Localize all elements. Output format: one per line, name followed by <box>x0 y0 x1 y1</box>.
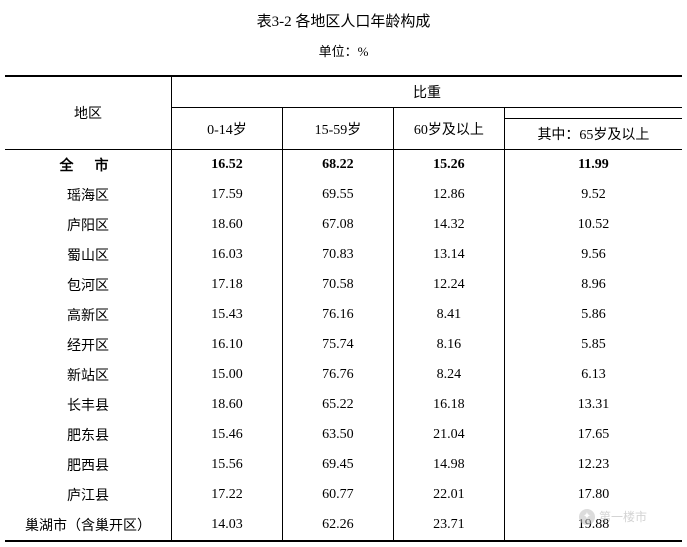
cell-region: 长丰县 <box>5 390 171 420</box>
cell-value: 76.16 <box>282 300 393 330</box>
header-age-15-59: 15-59岁 <box>282 108 393 150</box>
table-row: 新站区15.0076.768.246.13 <box>5 360 682 390</box>
cell-value: 8.16 <box>393 330 504 360</box>
wechat-icon: ✦ <box>579 509 595 525</box>
table-row: 长丰县18.6065.2216.1813.31 <box>5 390 682 420</box>
cell-value: 65.22 <box>282 390 393 420</box>
cell-value: 12.86 <box>393 180 504 210</box>
cell-value: 8.24 <box>393 360 504 390</box>
cell-value: 10.52 <box>504 210 682 240</box>
cell-value: 16.10 <box>171 330 282 360</box>
cell-value: 15.46 <box>171 420 282 450</box>
cell-value: 6.13 <box>504 360 682 390</box>
cell-value: 12.24 <box>393 270 504 300</box>
cell-region: 肥东县 <box>5 420 171 450</box>
header-region: 地区 <box>5 76 171 150</box>
header-age-0-14: 0-14岁 <box>171 108 282 150</box>
cell-value: 17.59 <box>171 180 282 210</box>
cell-value: 63.50 <box>282 420 393 450</box>
cell-value: 22.01 <box>393 480 504 510</box>
cell-value: 14.32 <box>393 210 504 240</box>
table-row: 肥东县15.4663.5021.0417.65 <box>5 420 682 450</box>
table-row: 蜀山区16.0370.8313.149.56 <box>5 240 682 270</box>
cell-region: 蜀山区 <box>5 240 171 270</box>
cell-value: 17.65 <box>504 420 682 450</box>
cell-value: 23.71 <box>393 510 504 541</box>
cell-value: 9.56 <box>504 240 682 270</box>
table-header: 地区 比重 0-14岁 15-59岁 60岁及以上 其中：65岁及以上 <box>5 76 682 150</box>
cell-value: 11.99 <box>504 150 682 181</box>
cell-value: 75.74 <box>282 330 393 360</box>
cell-value: 62.26 <box>282 510 393 541</box>
cell-value: 17.80 <box>504 480 682 510</box>
cell-value: 13.31 <box>504 390 682 420</box>
table-title: 表3-2 各地区人口年龄构成 <box>5 10 682 31</box>
cell-value: 17.22 <box>171 480 282 510</box>
cell-region: 包河区 <box>5 270 171 300</box>
cell-value: 69.55 <box>282 180 393 210</box>
table-row: 瑶海区17.5969.5512.869.52 <box>5 180 682 210</box>
cell-value: 18.60 <box>171 390 282 420</box>
cell-region: 瑶海区 <box>5 180 171 210</box>
cell-region: 巢湖市（含巢开区） <box>5 510 171 541</box>
cell-value: 60.77 <box>282 480 393 510</box>
header-proportion: 比重 <box>171 76 682 108</box>
cell-region: 高新区 <box>5 300 171 330</box>
table-row: 经开区16.1075.748.165.85 <box>5 330 682 360</box>
cell-value: 12.23 <box>504 450 682 480</box>
watermark: ✦ 第一楼市 <box>579 508 647 525</box>
cell-value: 76.76 <box>282 360 393 390</box>
cell-region: 新站区 <box>5 360 171 390</box>
table-row: 庐阳区18.6067.0814.3210.52 <box>5 210 682 240</box>
cell-region: 肥西县 <box>5 450 171 480</box>
cell-value: 5.86 <box>504 300 682 330</box>
cell-value: 67.08 <box>282 210 393 240</box>
cell-region: 庐江县 <box>5 480 171 510</box>
header-age-60-plus: 60岁及以上 <box>393 108 504 150</box>
table-row: 庐江县17.2260.7722.0117.80 <box>5 480 682 510</box>
cell-value: 18.60 <box>171 210 282 240</box>
cell-value: 70.58 <box>282 270 393 300</box>
document-container: 表3-2 各地区人口年龄构成 单位：% 地区 比重 0-14岁 15-59岁 6… <box>5 10 682 542</box>
cell-region: 全市 <box>5 150 171 181</box>
cell-value: 21.04 <box>393 420 504 450</box>
cell-value: 15.26 <box>393 150 504 181</box>
unit-label: 单位：% <box>5 41 682 60</box>
cell-value: 15.00 <box>171 360 282 390</box>
table-body: 全市 16.52 68.22 15.26 11.99 瑶海区17.5969.55… <box>5 150 682 542</box>
table-row-total: 全市 16.52 68.22 15.26 11.99 <box>5 150 682 181</box>
cell-value: 8.41 <box>393 300 504 330</box>
cell-value: 68.22 <box>282 150 393 181</box>
cell-value: 15.43 <box>171 300 282 330</box>
cell-value: 8.96 <box>504 270 682 300</box>
cell-value: 14.98 <box>393 450 504 480</box>
cell-value: 14.03 <box>171 510 282 541</box>
cell-value: 13.14 <box>393 240 504 270</box>
age-composition-table: 地区 比重 0-14岁 15-59岁 60岁及以上 其中：65岁及以上 全市 1… <box>5 75 682 542</box>
watermark-text: 第一楼市 <box>599 508 647 525</box>
cell-region: 经开区 <box>5 330 171 360</box>
cell-region: 庐阳区 <box>5 210 171 240</box>
cell-value: 17.18 <box>171 270 282 300</box>
header-blank <box>504 108 682 119</box>
cell-value: 70.83 <box>282 240 393 270</box>
table-row: 包河区17.1870.5812.248.96 <box>5 270 682 300</box>
cell-value: 16.18 <box>393 390 504 420</box>
cell-value: 16.52 <box>171 150 282 181</box>
cell-value: 5.85 <box>504 330 682 360</box>
cell-value: 69.45 <box>282 450 393 480</box>
table-row: 高新区15.4376.168.415.86 <box>5 300 682 330</box>
cell-value: 15.56 <box>171 450 282 480</box>
table-row: 肥西县15.5669.4514.9812.23 <box>5 450 682 480</box>
cell-value: 16.03 <box>171 240 282 270</box>
cell-value: 9.52 <box>504 180 682 210</box>
header-age-65-plus: 其中：65岁及以上 <box>504 119 682 150</box>
